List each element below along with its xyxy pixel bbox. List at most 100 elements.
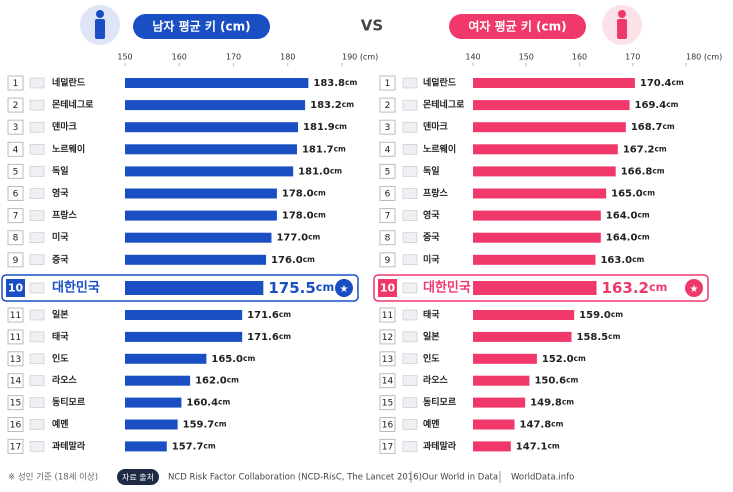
- flag: [402, 419, 418, 430]
- rank-box: [379, 119, 396, 135]
- rank: 7: [13, 212, 19, 222]
- rank: 15: [382, 399, 393, 409]
- rank: 6: [385, 190, 391, 200]
- rank: 3: [13, 123, 19, 133]
- country-name: 과테말라: [423, 440, 457, 452]
- rank: 10: [380, 282, 396, 295]
- rank-box: [7, 141, 24, 157]
- x-tick-label: 170: [226, 53, 241, 62]
- chart-title: 남자 평균 키 (cm): [152, 19, 250, 34]
- value-label: 183.8cm: [313, 78, 357, 89]
- x-tick-label: 150: [519, 53, 534, 62]
- rank: 17: [382, 442, 393, 452]
- rank-box: [379, 252, 396, 268]
- value-label: 159.0cm: [579, 310, 623, 321]
- value-label: 178.0cm: [282, 211, 326, 222]
- flag: [402, 210, 418, 221]
- value-label: 181.9cm: [303, 122, 347, 133]
- x-tick-label: 190 (cm): [342, 53, 378, 62]
- rank: 10: [8, 282, 24, 295]
- bar: [125, 188, 277, 199]
- rank-box: [379, 163, 396, 179]
- rank: 14: [10, 377, 22, 387]
- star-badge: [685, 279, 703, 297]
- rank-box: [7, 230, 24, 246]
- bar: [125, 144, 297, 155]
- x-tick-label: 160: [172, 53, 187, 62]
- country-name: 영국: [423, 209, 440, 221]
- bar: [125, 122, 299, 133]
- rank-box: [7, 252, 24, 268]
- bar: [473, 122, 626, 133]
- title-pill: [133, 14, 270, 39]
- bar: [473, 419, 515, 430]
- value-label: 170.4cm: [640, 78, 684, 89]
- rank: 8: [385, 234, 391, 244]
- value-label: 175.5cm: [268, 279, 334, 297]
- value-label: 152.0cm: [542, 354, 586, 365]
- country-name: 태국: [423, 309, 440, 321]
- flag: [402, 166, 418, 177]
- rank-box: [379, 186, 396, 201]
- bar: [473, 144, 618, 155]
- flag: [402, 282, 418, 294]
- rank: 15: [10, 399, 21, 409]
- value-label: 165.0cm: [211, 354, 255, 365]
- rank-box: [379, 141, 396, 157]
- value-label: 181.0cm: [298, 166, 342, 177]
- rank: 8: [13, 234, 19, 244]
- flag: [29, 441, 45, 452]
- rank: 9: [385, 256, 391, 266]
- vs-label: VS: [361, 17, 383, 35]
- star-icon: ★: [690, 284, 699, 295]
- flag: [29, 166, 45, 177]
- flag: [29, 188, 45, 199]
- country-name: 노르웨이: [52, 143, 85, 155]
- country-name: 인도: [423, 353, 440, 364]
- rank-box: [7, 351, 24, 367]
- rank: 12: [382, 333, 393, 343]
- star-badge: [335, 279, 353, 297]
- country-name: 라오스: [52, 374, 78, 386]
- rank-box: [7, 307, 24, 323]
- rank: 1: [13, 79, 19, 89]
- value-label: 159.7cm: [183, 420, 227, 431]
- value-label: 163.2cm: [602, 279, 668, 297]
- rank: 5: [13, 167, 19, 177]
- country-name: 동티모르: [423, 396, 457, 408]
- rank: 17: [10, 442, 21, 452]
- rank: 6: [13, 190, 19, 200]
- value-label: 169.4cm: [635, 100, 679, 111]
- country-name: 일본: [423, 330, 440, 342]
- rank: 5: [385, 167, 391, 177]
- rank: 16: [382, 421, 394, 431]
- rank: 11: [382, 311, 393, 321]
- x-tick-label: 160: [572, 53, 587, 62]
- value-label: 160.4cm: [186, 398, 230, 409]
- rank-box: [379, 373, 396, 389]
- rank: 1: [385, 79, 391, 89]
- bar: [473, 353, 537, 364]
- rank: 2: [385, 101, 391, 111]
- flag: [29, 309, 45, 321]
- flag: [402, 441, 418, 452]
- rank-box: [379, 438, 396, 454]
- gender-icon-head: [96, 10, 104, 18]
- bar: [473, 397, 526, 408]
- rank: 9: [13, 256, 19, 266]
- bar: [125, 331, 243, 342]
- x-tick-label: 150: [117, 53, 132, 62]
- source: NCD Risk Factor Collaboration (NCD-RisC,…: [168, 473, 422, 483]
- country-name: 미국: [52, 231, 69, 243]
- flag: [29, 121, 45, 133]
- flag: [29, 375, 45, 386]
- value-label: 149.8cm: [530, 398, 574, 409]
- country-name: 프랑스: [423, 187, 449, 199]
- country-name: 네덜란드: [423, 77, 457, 89]
- bar: [473, 310, 575, 320]
- rank: 11: [10, 311, 21, 321]
- bar: [125, 419, 178, 430]
- rank-box: [379, 97, 396, 113]
- flag: [29, 353, 45, 365]
- rank-box: [7, 75, 24, 91]
